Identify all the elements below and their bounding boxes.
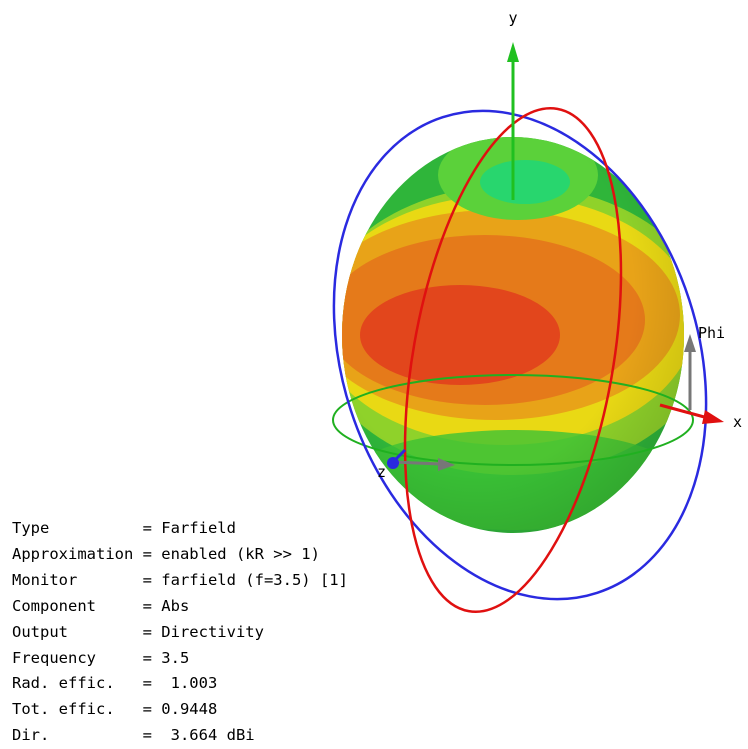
info-value: = 1.003	[142, 674, 218, 693]
info-label: Tot. effic.	[12, 700, 115, 719]
radiation-pattern	[342, 137, 684, 533]
info-label: Approximation	[12, 544, 134, 563]
info-value: = 0.9448	[142, 700, 218, 719]
info-value: = Abs	[142, 596, 190, 615]
x-label: x	[733, 413, 742, 431]
z-dot	[387, 457, 399, 469]
info-label: Frequency	[12, 648, 96, 667]
info-value: = enabled (kR >> 1)	[142, 544, 320, 563]
y-label: y	[508, 9, 517, 27]
info-label: Monitor	[12, 570, 78, 589]
info-row: Dir. = 3.664 dBi	[12, 723, 348, 749]
y-arrow	[507, 42, 519, 62]
phi-circle	[332, 109, 708, 601]
theta-axis	[392, 460, 441, 466]
phi-arrow	[684, 334, 696, 352]
info-value: = farfield (f=3.5) [1]	[142, 570, 348, 589]
info-row: Rad. effic. = 1.003	[12, 671, 348, 697]
info-row: Tot. effic. = 0.9448	[12, 697, 348, 723]
info-row: Component = Abs	[12, 594, 348, 620]
theta-arrow	[438, 458, 455, 471]
z-label: z	[377, 463, 386, 481]
info-label: Output	[12, 622, 68, 641]
info-row: Monitor = farfield (f=3.5) [1]	[12, 568, 348, 594]
info-panel: Type = Farfield Approximation = enabled (kR…	[12, 516, 348, 749]
info-row: Frequency = 3.5	[12, 646, 348, 672]
phi-label: Phi	[698, 324, 725, 342]
info-label: Rad. effic.	[12, 674, 115, 693]
info-value: = 3.664 dBi	[142, 726, 255, 745]
theta-circle	[332, 374, 694, 466]
info-row: Approximation = enabled (kR >> 1)	[12, 542, 348, 568]
info-row: Output = Directivity	[12, 620, 348, 646]
info-label: Type	[12, 519, 50, 537]
info-row: Type = Farfield	[12, 516, 348, 542]
info-label: Component	[12, 596, 96, 615]
cut-circle	[403, 107, 623, 613]
x-arrow	[702, 410, 724, 424]
info-value: = Directivity	[142, 622, 264, 641]
info-value: = Farfield	[142, 519, 236, 537]
info-label: Dir.	[12, 726, 50, 745]
info-value: = 3.5	[142, 648, 190, 667]
x-axis	[659, 403, 709, 420]
